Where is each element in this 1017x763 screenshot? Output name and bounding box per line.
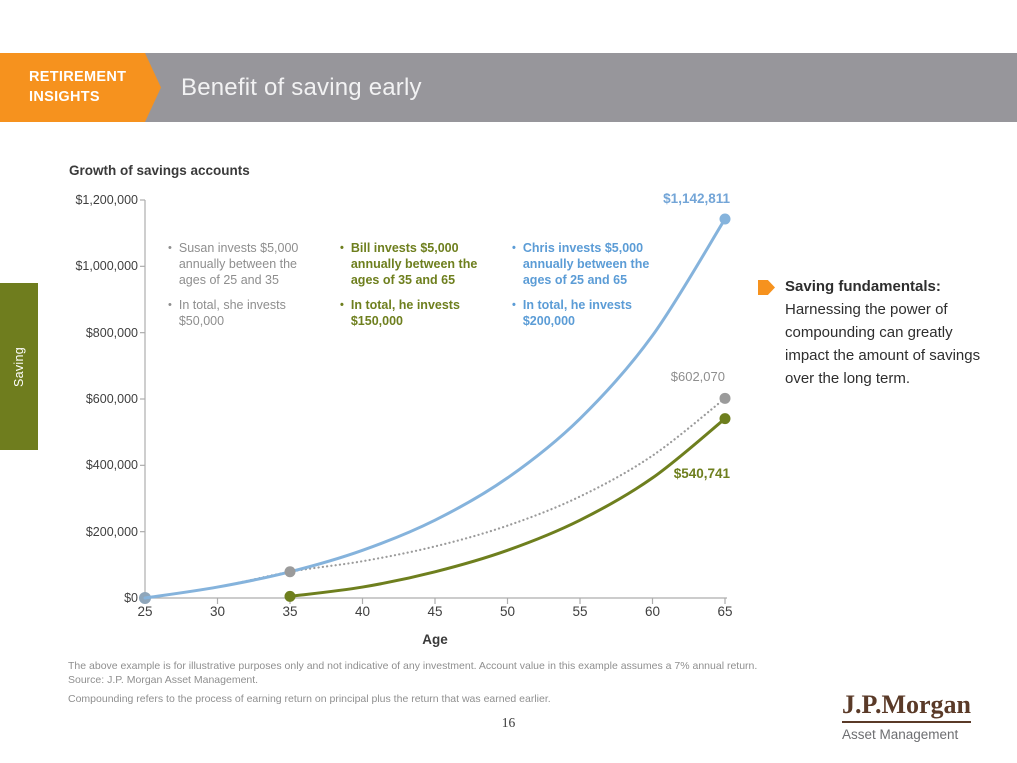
annotation-bill: • Bill invests $5,000 annually between t… [340,241,500,338]
point-marker-bill [719,413,731,425]
x-axis-title: Age [422,632,448,647]
point-marker-susan [284,566,296,578]
value-label-bill: $540,741 [673,466,730,481]
annotation-text: Susan invests $5,000 annually between th… [178,241,299,287]
x-tick-label: 65 [717,604,733,619]
logo-wordmark: J.P.Morgan [841,692,971,723]
list-item: • Bill invests $5,000 annually between t… [340,241,500,289]
bullet-icon: • [512,242,516,254]
annotation-text: Chris invests $5,000 annually between th… [522,241,650,287]
page-number: 16 [501,715,516,730]
annotation-text: Bill invests $5,000 annually between the… [350,241,478,287]
x-tick-label: 60 [644,604,661,619]
list-item: • In total, he invests $200,000 [512,298,672,330]
saving-fundamentals-callout: Saving fundamentals: Harnessing the powe… [758,276,994,391]
list-item: • Susan invests $5,000 annually between … [168,241,320,289]
badge-line2: INSIGHTS [29,88,100,105]
section-tab-label: Saving [12,346,26,387]
value-label-susan: $602,070 [670,369,725,384]
bullet-icon: • [340,242,344,254]
y-tick-label: $200,000 [85,524,138,539]
footnote-source: Source: J.P. Morgan Asset Management. [68,673,259,686]
arrow-bullet-icon [758,280,775,295]
x-tick-label: 35 [282,604,298,619]
footnote-compounding: Compounding refers to the process of ear… [68,692,551,705]
bullet-icon: • [512,298,516,311]
annotation-text: In total, she invests $50,000 [178,297,286,328]
y-tick-label: $1,200,000 [75,193,138,207]
bullet-icon: • [168,242,172,254]
x-tick-label: 50 [499,604,516,619]
footnote-disclaimer: The above example is for illustrative pu… [68,660,758,672]
chart-title: Growth of savings accounts [69,163,250,178]
x-tick-label: 40 [354,604,371,619]
annotation-text: In total, he invests $150,000 [350,297,460,328]
point-marker-susan [719,392,731,404]
y-tick-label: $800,000 [85,325,138,340]
jpmorgan-logo: J.P.Morgan Asset Management [841,692,971,742]
callout-text: Saving fundamentals: Harnessing the powe… [785,276,994,391]
bullet-icon: • [340,298,344,311]
page-title: Benefit of saving early [181,73,422,101]
start-point-marker [139,592,151,604]
series-line-bill [288,417,727,598]
logo-subtitle: Asset Management [841,727,959,742]
callout-body: Harnessing the power of compounding can … [785,300,981,387]
point-marker-chris [719,213,731,225]
x-tick-label: 25 [137,604,153,619]
header-bar: RETIREMENT INSIGHTS Benefit of saving ea… [0,53,1017,122]
list-item: • In total, he invests $150,000 [340,298,500,330]
list-item: • Chris invests $5,000 annually between … [512,241,672,289]
x-tick-label: 55 [572,604,588,619]
value-label-chris: $1,142,811 [663,191,730,206]
callout-title: Saving fundamentals: [785,278,941,295]
y-tick-label: $400,000 [85,458,138,473]
y-tick-label: $0 [124,591,138,605]
section-tab-saving: Saving [0,283,38,450]
x-tick-label: 45 [427,604,443,619]
list-item: • In total, she invests $50,000 [168,298,320,330]
retirement-insights-badge: RETIREMENT INSIGHTS [0,53,161,122]
bullet-icon: • [168,298,172,311]
y-tick-label: $1,000,000 [75,259,138,274]
annotation-susan: • Susan invests $5,000 annually between … [168,241,320,338]
y-tick-label: $600,000 [85,392,138,406]
series-line-susan [143,397,727,600]
point-marker-bill [284,590,296,602]
footnotes: The above example is for illustrative pu… [68,660,980,707]
x-tick-label: 30 [209,604,226,619]
annotation-text: In total, he invests $200,000 [522,297,632,328]
badge-line1: RETIREMENT [29,69,127,86]
annotation-chris: • Chris invests $5,000 annually between … [512,241,672,338]
